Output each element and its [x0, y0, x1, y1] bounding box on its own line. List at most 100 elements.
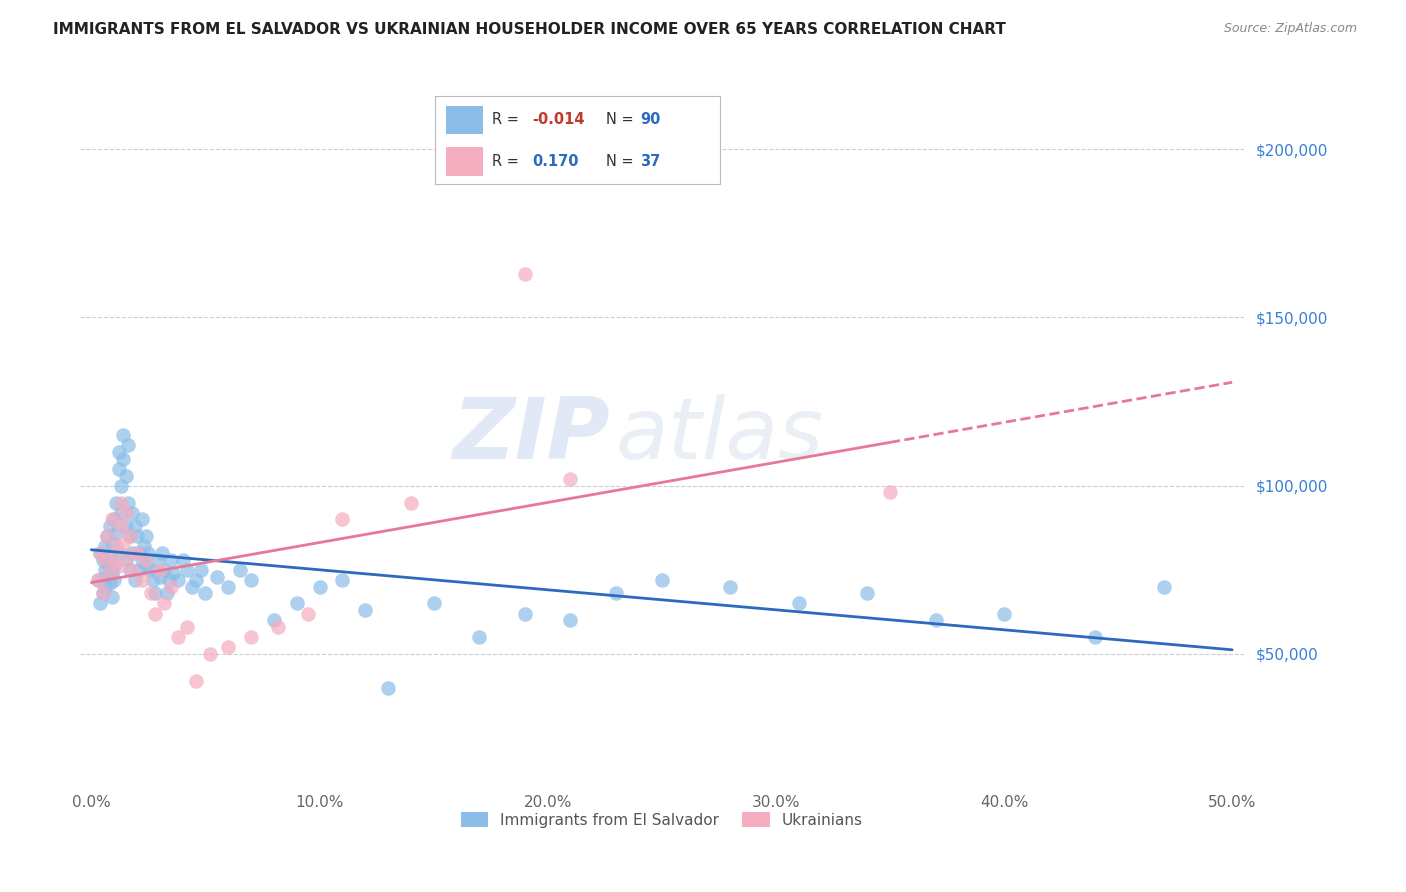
Point — [117, 495, 139, 509]
Point — [125, 529, 148, 543]
Point — [422, 597, 444, 611]
Point — [98, 576, 121, 591]
Point — [89, 546, 111, 560]
Point — [924, 613, 946, 627]
Point — [190, 563, 212, 577]
Point — [96, 529, 118, 543]
Point — [354, 603, 377, 617]
Point — [718, 580, 741, 594]
Point — [103, 573, 125, 587]
Point — [150, 546, 173, 560]
Point — [149, 563, 172, 577]
Point — [217, 640, 239, 655]
Point — [94, 563, 117, 577]
Point — [101, 512, 124, 526]
Point — [107, 559, 129, 574]
Point — [128, 563, 150, 577]
Point — [128, 546, 150, 560]
Point — [98, 566, 121, 581]
Point — [135, 529, 157, 543]
Point — [98, 549, 121, 564]
Point — [160, 580, 183, 594]
Point — [96, 569, 118, 583]
Point — [103, 512, 125, 526]
Point — [560, 472, 582, 486]
Point — [180, 580, 202, 594]
Point — [330, 512, 353, 526]
Point — [131, 512, 153, 526]
Point — [91, 586, 114, 600]
Point — [787, 597, 810, 611]
Point — [105, 495, 128, 509]
Point — [139, 586, 162, 600]
Point — [105, 539, 128, 553]
Point — [98, 519, 121, 533]
Point — [120, 529, 142, 543]
Point — [399, 495, 422, 509]
Point — [879, 485, 901, 500]
Point — [149, 569, 172, 583]
Point — [110, 478, 132, 492]
Point — [114, 552, 136, 566]
Point — [91, 552, 114, 566]
Point — [112, 451, 135, 466]
Point — [124, 519, 146, 533]
Point — [468, 630, 491, 644]
Point — [96, 556, 118, 570]
Point — [114, 468, 136, 483]
Point — [285, 597, 308, 611]
Point — [94, 580, 117, 594]
Point — [186, 573, 208, 587]
Point — [110, 519, 132, 533]
Point — [121, 546, 143, 560]
Point — [107, 546, 129, 560]
Point — [153, 597, 176, 611]
Text: ZIP: ZIP — [451, 393, 609, 476]
Point — [94, 539, 117, 553]
Point — [605, 586, 627, 600]
Point — [240, 573, 263, 587]
Point — [110, 506, 132, 520]
Point — [993, 607, 1015, 621]
Point — [143, 586, 166, 600]
Point — [131, 573, 153, 587]
Point — [142, 573, 165, 587]
Point — [198, 647, 221, 661]
Point — [125, 546, 148, 560]
Point — [89, 597, 111, 611]
Point — [101, 566, 124, 581]
Point — [297, 607, 319, 621]
Point — [156, 586, 179, 600]
Point — [101, 590, 124, 604]
Point — [87, 573, 110, 587]
Point — [121, 506, 143, 520]
Point — [107, 445, 129, 459]
Point — [856, 586, 879, 600]
Point — [377, 681, 399, 695]
Point — [121, 563, 143, 577]
Point — [651, 573, 673, 587]
Point — [124, 573, 146, 587]
Point — [240, 630, 263, 644]
Point — [105, 525, 128, 540]
Point — [138, 546, 160, 560]
Point — [135, 552, 157, 566]
Point — [110, 495, 132, 509]
Point — [267, 620, 290, 634]
Point — [91, 586, 114, 600]
Point — [89, 546, 111, 560]
Point — [194, 586, 217, 600]
Point — [263, 613, 285, 627]
Point — [160, 552, 183, 566]
Point — [143, 607, 166, 621]
Point — [87, 573, 110, 587]
Point — [101, 536, 124, 550]
Point — [330, 573, 353, 587]
Point — [513, 267, 536, 281]
Point — [228, 563, 250, 577]
Point — [94, 552, 117, 566]
Point — [205, 569, 228, 583]
Text: Source: ZipAtlas.com: Source: ZipAtlas.com — [1223, 22, 1357, 36]
Point — [162, 566, 184, 581]
Point — [217, 580, 239, 594]
